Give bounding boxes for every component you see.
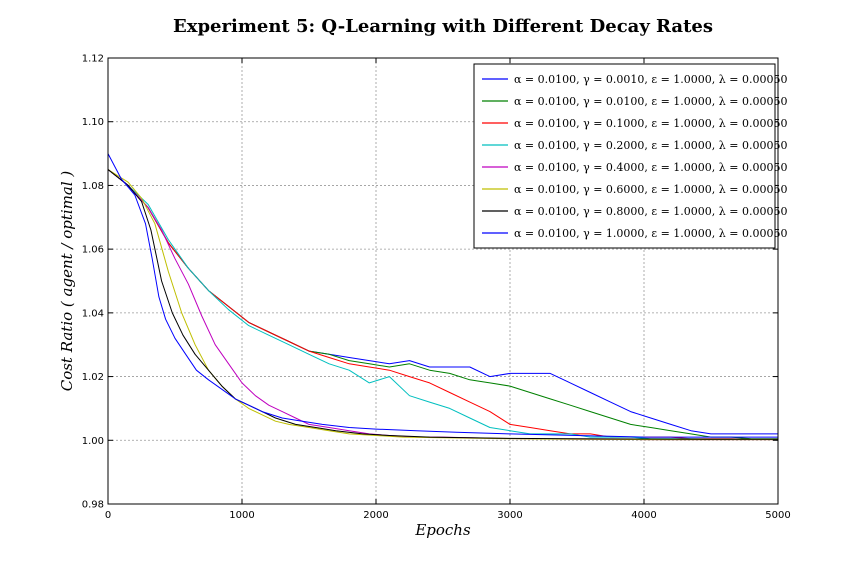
- legend: α = 0.0100, γ = 0.0010, ε = 1.0000, λ = …: [473, 63, 787, 249]
- y-tick-label: 1.02: [82, 372, 104, 383]
- series-line-7: [107, 169, 778, 440]
- x-tick-label: 1000: [229, 510, 254, 521]
- legend-label-7: α = 0.0100, γ = 0.8000, ε = 1.0000, λ = …: [514, 205, 787, 218]
- chart-title: Experiment 5: Q-Learning with Different …: [173, 16, 713, 37]
- y-tick-label: 1.06: [82, 245, 104, 256]
- y-tick-label: 1.12: [82, 54, 104, 65]
- plot-frame: [107, 57, 779, 505]
- legend-label-6: α = 0.0100, γ = 0.6000, ε = 1.0000, λ = …: [514, 183, 787, 196]
- series-line-8: [107, 153, 778, 438]
- y-tick-label: 1.00: [82, 436, 104, 447]
- x-tick-label: 5000: [765, 510, 790, 521]
- axis-ticks: 0 1000 2000 3000 4000 5000 0.98 1.00 1.02 1.04 1.0…: [82, 54, 791, 522]
- y-tick-label: 1.10: [82, 117, 104, 128]
- y-tick-label: 0.98: [82, 500, 104, 511]
- legend-label-4: α = 0.0100, γ = 0.2000, ε = 1.0000, λ = …: [514, 139, 787, 152]
- legend-label-5: α = 0.0100, γ = 0.4000, ε = 1.0000, λ = …: [514, 161, 787, 174]
- legend-label-3: α = 0.0100, γ = 0.1000, ε = 1.0000, λ = …: [514, 117, 787, 130]
- x-axis-label: Epochs: [414, 521, 471, 539]
- x-tick-label: 4000: [631, 510, 656, 521]
- legend-label-8: α = 0.0100, γ = 1.0000, ε = 1.0000, λ = …: [514, 227, 787, 240]
- x-tick-label: 2000: [363, 510, 388, 521]
- legend-label-1: α = 0.0100, γ = 0.0010, ε = 1.0000, λ = …: [514, 73, 787, 86]
- series-lines: [107, 153, 778, 441]
- x-tick-label: 3000: [497, 510, 522, 521]
- y-tick-label: 1.08: [82, 181, 104, 192]
- x-tick-label: 0: [105, 510, 111, 521]
- y-tick-label: 1.04: [82, 308, 104, 319]
- legend-label-2: α = 0.0100, γ = 0.0100, ε = 1.0000, λ = …: [514, 95, 787, 108]
- legend-box: [473, 63, 776, 249]
- y-axis-label: Cost Ratio ( agent / optimal ): [58, 171, 76, 392]
